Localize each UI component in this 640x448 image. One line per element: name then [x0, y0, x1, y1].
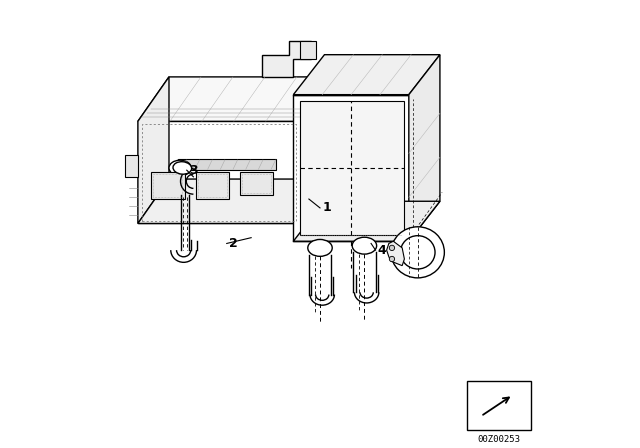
Bar: [151, 172, 184, 199]
Polygon shape: [387, 241, 404, 266]
Bar: [196, 172, 229, 199]
Ellipse shape: [391, 227, 444, 278]
Bar: [154, 174, 182, 197]
Polygon shape: [178, 159, 276, 170]
Bar: [467, 381, 531, 430]
Text: 2: 2: [229, 237, 238, 250]
Text: 1: 1: [323, 202, 331, 215]
Text: 4: 4: [378, 244, 387, 257]
Bar: [240, 172, 273, 194]
Polygon shape: [138, 179, 329, 224]
Ellipse shape: [352, 237, 376, 254]
Polygon shape: [138, 77, 329, 121]
Polygon shape: [298, 77, 329, 224]
Polygon shape: [138, 121, 298, 224]
Polygon shape: [300, 41, 316, 59]
Bar: [198, 174, 227, 197]
Polygon shape: [293, 201, 440, 241]
Ellipse shape: [173, 162, 191, 174]
Circle shape: [389, 245, 395, 250]
Polygon shape: [300, 101, 403, 235]
Ellipse shape: [169, 160, 191, 176]
Polygon shape: [409, 55, 440, 241]
Text: 3: 3: [189, 164, 198, 177]
Circle shape: [389, 256, 395, 262]
Polygon shape: [293, 55, 440, 95]
Polygon shape: [293, 95, 409, 241]
Polygon shape: [262, 41, 311, 77]
Bar: [142, 124, 296, 221]
Ellipse shape: [308, 240, 332, 256]
Polygon shape: [138, 77, 169, 224]
Text: 00Z00253: 00Z00253: [477, 435, 520, 444]
Bar: [243, 174, 271, 193]
Polygon shape: [125, 155, 138, 177]
Ellipse shape: [401, 236, 435, 269]
